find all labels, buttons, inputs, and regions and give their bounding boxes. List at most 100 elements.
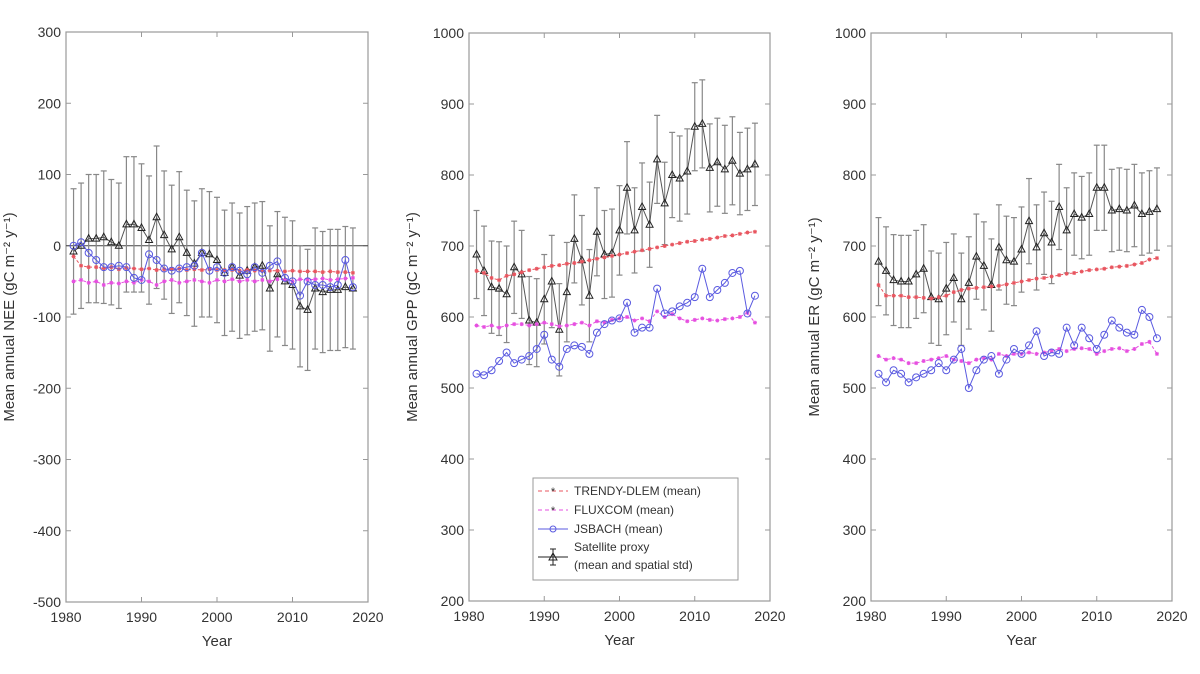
data-point-jsbach bbox=[904, 378, 913, 387]
data-point-satellite bbox=[622, 182, 632, 191]
data-point-trendy bbox=[275, 268, 280, 273]
data-point-jsbach bbox=[1017, 349, 1026, 358]
panel-nee: 1980 1990 2000 2010 2020-500-400-300-200-100… bbox=[1, 24, 384, 650]
data-point-trendy bbox=[959, 288, 964, 293]
data-point-jsbach bbox=[547, 355, 556, 364]
data-point-jsbach bbox=[1002, 355, 1011, 364]
data-point-trendy bbox=[320, 270, 325, 275]
data-point-trendy bbox=[139, 267, 144, 272]
data-point-jsbach bbox=[265, 261, 274, 270]
y-tick-label: 600 bbox=[843, 309, 867, 325]
data-point-trendy bbox=[996, 283, 1001, 288]
data-point-fluxcom bbox=[1154, 351, 1159, 356]
data-point-fluxcom bbox=[534, 322, 539, 327]
data-point-jsbach bbox=[623, 298, 632, 307]
data-point-trendy bbox=[245, 267, 250, 272]
data-point-trendy bbox=[101, 266, 106, 271]
data-point-fluxcom bbox=[320, 276, 325, 281]
legend-label-fluxcom: FLUXCOM (mean) bbox=[574, 503, 674, 517]
data-point-satellite bbox=[697, 118, 707, 127]
data-point-jsbach bbox=[296, 291, 305, 300]
data-point-satellite bbox=[494, 283, 504, 292]
data-point-fluxcom bbox=[557, 324, 562, 329]
data-point-trendy bbox=[745, 230, 750, 235]
data-point-satellite bbox=[949, 272, 959, 281]
data-point-trendy bbox=[640, 248, 645, 253]
data-point-jsbach bbox=[690, 293, 699, 302]
data-point-fluxcom bbox=[891, 356, 896, 361]
data-point-trendy bbox=[1147, 257, 1152, 262]
data-point-trendy bbox=[207, 267, 212, 272]
data-point-satellite bbox=[84, 233, 93, 242]
data-point-jsbach bbox=[728, 268, 737, 277]
legend-marker-trendy: * bbox=[551, 486, 556, 498]
data-point-trendy bbox=[981, 285, 986, 290]
data-point-trendy bbox=[290, 268, 295, 273]
x-axis-title-gpp: Year bbox=[604, 632, 634, 649]
data-point-jsbach bbox=[190, 261, 199, 270]
data-point-satellite bbox=[1017, 244, 1026, 253]
x-tick-label: 2000 bbox=[201, 609, 232, 625]
data-point-satellite bbox=[1062, 225, 1071, 234]
data-point-jsbach bbox=[1152, 334, 1161, 343]
data-point-satellite bbox=[1039, 228, 1049, 237]
data-point-fluxcom bbox=[282, 277, 287, 282]
data-point-jsbach bbox=[562, 344, 571, 353]
data-point-fluxcom bbox=[996, 351, 1001, 356]
series-satellite bbox=[472, 79, 760, 377]
data-point-jsbach bbox=[472, 369, 481, 378]
data-point-jsbach bbox=[919, 369, 928, 378]
x-tick-label: 1990 bbox=[126, 609, 157, 625]
y-tick-label: 1000 bbox=[433, 25, 464, 41]
data-point-satellite bbox=[502, 289, 511, 298]
data-point-fluxcom bbox=[921, 359, 926, 364]
data-point-fluxcom bbox=[1064, 349, 1069, 354]
data-point-jsbach bbox=[220, 268, 229, 277]
data-point-satellite bbox=[874, 256, 883, 265]
series-line-satellite bbox=[878, 187, 1158, 301]
data-point-jsbach bbox=[77, 238, 86, 247]
data-point-satellite bbox=[122, 219, 131, 228]
data-point-satellite bbox=[615, 225, 624, 234]
data-point-satellite bbox=[645, 219, 654, 228]
data-point-jsbach bbox=[607, 316, 616, 325]
data-point-fluxcom bbox=[625, 315, 630, 319]
y-tick-label: 700 bbox=[843, 238, 867, 254]
data-point-satellite bbox=[99, 232, 109, 241]
legend-label-jsbach: JSBACH (mean) bbox=[574, 522, 663, 536]
data-point-jsbach bbox=[592, 328, 601, 337]
data-point-jsbach bbox=[288, 277, 297, 286]
data-point-jsbach bbox=[1062, 323, 1071, 332]
data-point-jsbach bbox=[720, 278, 729, 287]
data-point-fluxcom bbox=[685, 319, 690, 324]
y-tick-label: 100 bbox=[38, 167, 62, 183]
data-point-fluxcom bbox=[335, 277, 340, 282]
data-point-satellite bbox=[341, 282, 350, 291]
data-point-trendy bbox=[230, 267, 235, 272]
data-point-trendy bbox=[989, 284, 994, 289]
data-point-satellite bbox=[690, 121, 700, 130]
data-point-trendy bbox=[154, 267, 159, 272]
data-point-fluxcom bbox=[519, 322, 524, 327]
data-point-fluxcom bbox=[730, 316, 735, 321]
data-point-fluxcom bbox=[116, 281, 121, 286]
data-point-jsbach bbox=[713, 286, 722, 295]
data-point-jsbach bbox=[213, 263, 221, 272]
data-point-trendy bbox=[906, 295, 911, 300]
data-point-trendy bbox=[1072, 270, 1077, 275]
y-tick-label: -100 bbox=[33, 309, 61, 325]
x-tick-label: 1980 bbox=[50, 609, 81, 625]
data-point-trendy bbox=[1124, 263, 1129, 268]
series-line-fluxcom bbox=[878, 341, 1158, 364]
data-point-jsbach bbox=[653, 284, 662, 293]
y-tick-label: 200 bbox=[843, 593, 867, 609]
data-point-fluxcom bbox=[101, 282, 106, 287]
data-point-satellite bbox=[333, 284, 343, 293]
x-tick-label: 1980 bbox=[855, 608, 886, 624]
data-point-jsbach bbox=[698, 264, 707, 273]
plot-area-gpp: 1980 1990 2000 2010 2020 200 300 400 500 600 700 80… bbox=[433, 25, 786, 624]
data-point-satellite bbox=[106, 237, 116, 246]
y-tick-label: -400 bbox=[33, 523, 61, 539]
data-point-jsbach bbox=[889, 366, 898, 375]
data-point-fluxcom bbox=[474, 323, 479, 328]
